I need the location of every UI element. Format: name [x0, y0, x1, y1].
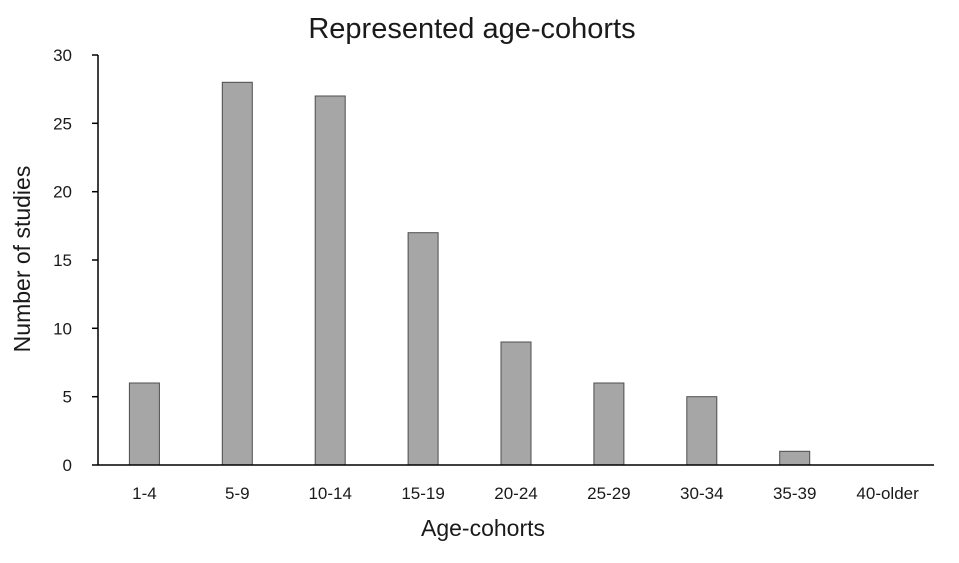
x-tick-label: 30-34	[680, 484, 723, 503]
x-tick-label: 35-39	[773, 484, 816, 503]
x-tick-label: 1-4	[132, 484, 157, 503]
y-axis-ticks: 0 5 10 15 20 25 30	[53, 46, 98, 475]
y-tick-label: 5	[63, 388, 72, 407]
x-tick-label: 40-older	[856, 484, 919, 503]
bar-15-19	[407, 232, 439, 466]
y-tick-label: 0	[63, 456, 72, 475]
y-tick-label: 10	[53, 319, 72, 338]
y-tick-label: 20	[53, 183, 72, 202]
x-tick-label: 5-9	[225, 484, 250, 503]
x-axis-label: Age-cohorts	[421, 515, 545, 541]
x-tick-label: 25-29	[587, 484, 630, 503]
x-axis-ticks: 1-4 5-9 10-14 15-19 20-24 25-29 30-34 35-39 40-o…	[132, 484, 919, 503]
x-tick-label: 20-24	[494, 484, 537, 503]
bar-35-39	[779, 450, 811, 466]
bar-30-34	[686, 396, 718, 466]
chart-title: Represented age-cohorts	[308, 13, 635, 45]
x-tick-label: 15-19	[401, 484, 444, 503]
x-tick-label: 10-14	[308, 484, 351, 503]
bar-1-4	[128, 382, 160, 466]
bars-group	[128, 81, 811, 466]
y-tick-label: 15	[53, 251, 72, 270]
y-tick-label: 25	[53, 114, 72, 133]
bar-20-24	[500, 341, 532, 466]
bar-5-9	[221, 81, 253, 466]
bar-10-14	[314, 95, 346, 466]
y-axis-label: Number of studies	[9, 166, 35, 353]
bar-25-29	[593, 382, 625, 466]
y-tick-label: 30	[53, 46, 72, 65]
